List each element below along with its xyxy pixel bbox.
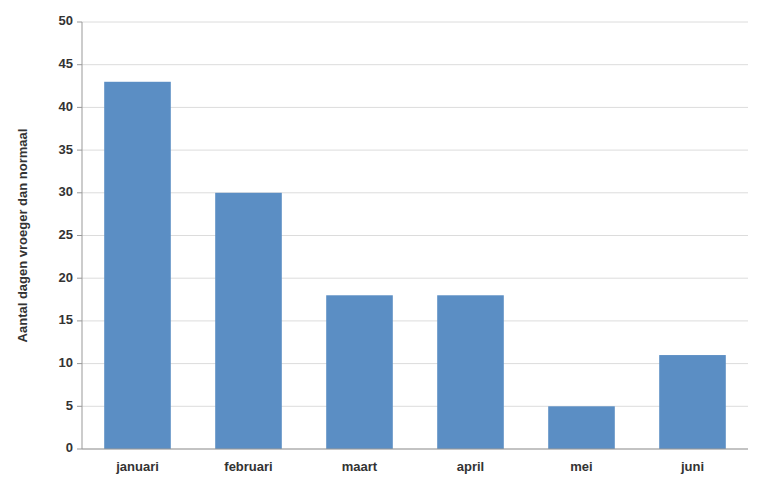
grid-line: [82, 107, 748, 108]
bar: [437, 295, 504, 449]
y-tick: [77, 278, 82, 279]
bar: [104, 82, 171, 449]
bar: [215, 193, 282, 449]
y-tick-label: 20: [59, 270, 73, 285]
grid-line: [82, 192, 748, 193]
y-tick-label: 15: [59, 312, 73, 327]
grid-line: [82, 150, 748, 151]
x-axis-line: [82, 449, 748, 450]
y-axis-label: Aantal dagen vroeger dan normaal: [15, 129, 30, 343]
grid-line: [82, 64, 748, 65]
y-tick-label: 0: [66, 440, 73, 455]
x-tick-label: februari: [224, 459, 272, 474]
x-tick-label: april: [457, 459, 484, 474]
bar: [326, 295, 393, 449]
x-tick-label: juni: [680, 459, 704, 474]
y-tick-label: 35: [59, 142, 73, 157]
x-tick-label: maart: [342, 459, 378, 474]
y-axis-line: [82, 22, 83, 449]
y-tick: [77, 107, 82, 108]
y-tick-label: 40: [59, 99, 73, 114]
bar: [548, 406, 615, 449]
grid-line: [82, 363, 748, 364]
y-tick: [77, 320, 82, 321]
bars: [104, 82, 726, 449]
y-tick-label: 10: [59, 355, 73, 370]
grid-line: [82, 22, 748, 23]
grid-line: [82, 449, 748, 450]
x-tick-label: mei: [570, 459, 592, 474]
grid-line: [82, 278, 748, 279]
grid-line: [82, 406, 748, 407]
y-axis: 0 5 10 15 20 25 30 35 40 45 50: [59, 13, 82, 455]
bar: [659, 355, 726, 449]
grid: [82, 22, 748, 449]
y-tick: [77, 64, 82, 65]
y-tick-label: 5: [66, 398, 73, 413]
grid-line: [82, 320, 748, 321]
grid-line: [82, 235, 748, 236]
chart-container: 0 5 10 15 20 25 30 35 40 45 50 januari februari maart…: [0, 0, 770, 501]
y-tick-label: 30: [59, 184, 73, 199]
y-tick: [77, 449, 82, 450]
chart-svg: 0 5 10 15 20 25 30 35 40 45 50 januari februari maart…: [0, 0, 770, 501]
y-tick: [77, 363, 82, 364]
y-tick: [77, 235, 82, 236]
y-tick-label: 50: [59, 13, 73, 28]
y-tick-label: 25: [59, 227, 73, 242]
y-tick: [77, 406, 82, 407]
x-tick-label: januari: [115, 459, 159, 474]
x-axis: januari februari maart april mei juni: [82, 449, 748, 474]
y-tick-label: 45: [59, 56, 73, 71]
y-tick: [77, 22, 82, 23]
y-tick: [77, 192, 82, 193]
y-tick: [77, 150, 82, 151]
